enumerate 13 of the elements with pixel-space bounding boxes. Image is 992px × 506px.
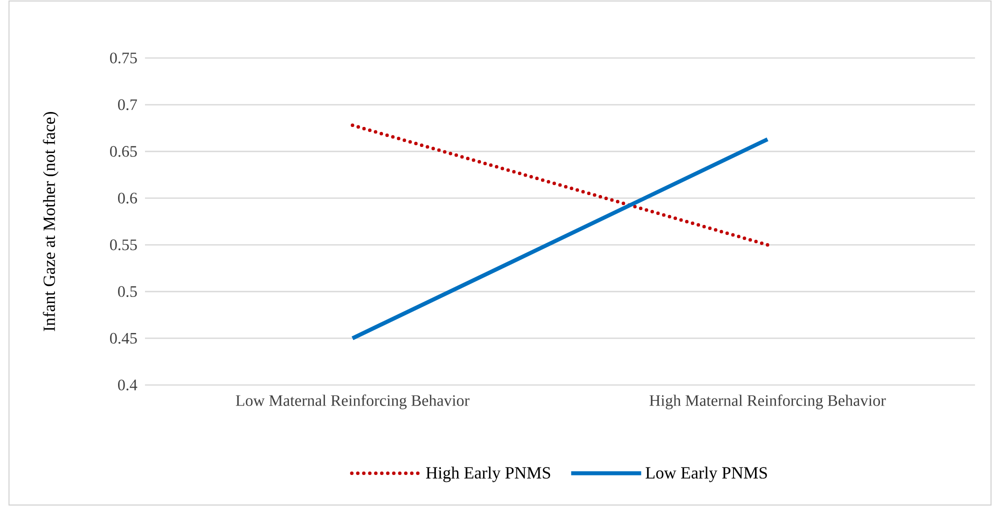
y-tick-label: 0.75 <box>110 52 137 64</box>
y-tick-label: 0.65 <box>110 146 137 157</box>
y-tick-label: 0.7 <box>118 99 138 110</box>
y-axis-title: Infant Gaze at Mother (not face) <box>42 112 58 332</box>
y-tick-label: 0.6 <box>118 192 137 204</box>
legend-label: High Early PNMS <box>426 466 550 482</box>
y-tick-label: 0.4 <box>118 380 138 390</box>
legend-label: Low Early PNMS <box>646 466 767 482</box>
y-tick-label: 0.55 <box>110 239 137 250</box>
y-tick-label: 0.45 <box>110 332 137 344</box>
x-tick-label: High Maternal Reinforcing Behavior <box>650 394 886 410</box>
y-tick-label: 0.5 <box>118 286 137 297</box>
x-tick-label: Low Maternal Reinforcing Behavior <box>236 394 470 410</box>
